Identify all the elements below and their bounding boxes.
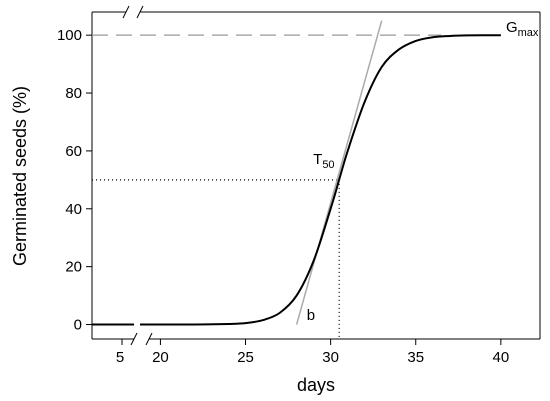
y-tick-label: 80 xyxy=(65,85,82,102)
x-axis-break-top xyxy=(122,5,144,19)
x-tick-label: 25 xyxy=(237,349,254,366)
y-tick-label: 20 xyxy=(65,259,82,276)
y-tick-label: 60 xyxy=(65,143,82,160)
germination-curve xyxy=(140,34,501,326)
x-tick-label: 5 xyxy=(116,349,124,366)
y-tick-label: 40 xyxy=(65,201,82,218)
x-axis-break-bottom xyxy=(130,332,153,346)
y-tick-label: 0 xyxy=(74,317,82,334)
x-axis-ticks: 5 20 25 30 35 40 xyxy=(116,339,509,366)
x-tick-label: 40 xyxy=(493,349,510,366)
x-tick-label: 35 xyxy=(407,349,424,366)
gmax-label: Gmax xyxy=(506,19,539,39)
x-tick-label: 20 xyxy=(152,349,169,366)
y-axis-title: Germinated seeds (%) xyxy=(10,86,30,266)
y-axis-ticks: 0 20 40 60 80 100 xyxy=(57,27,92,334)
x-tick-label: 30 xyxy=(322,349,339,366)
t50-label: T50 xyxy=(313,151,334,171)
slope-tangent-line xyxy=(295,20,383,325)
slope-b-label: b xyxy=(307,307,315,324)
y-tick-label: 100 xyxy=(57,27,82,44)
x-axis-title: days xyxy=(297,375,335,395)
